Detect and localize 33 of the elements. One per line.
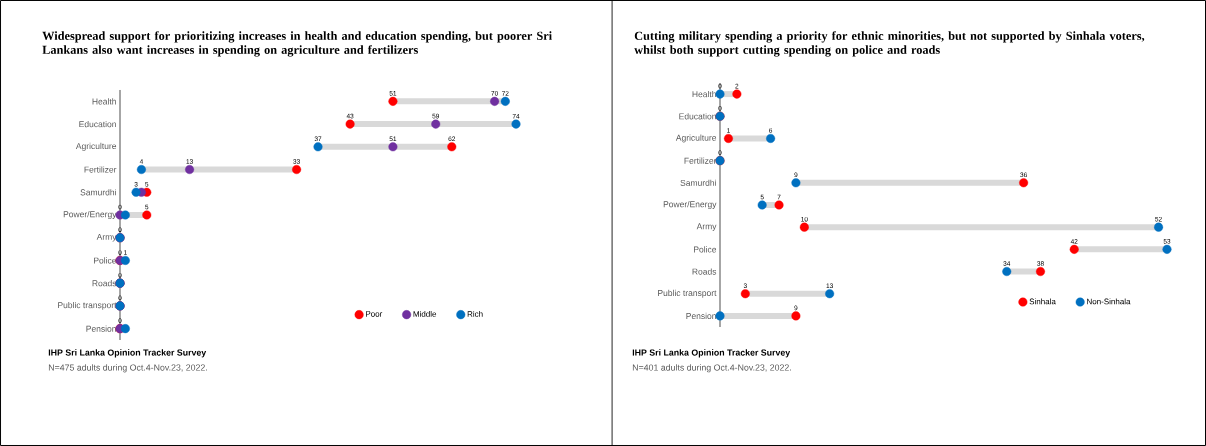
chart-title: Widespread support for prioritizing increases in health and education spending, but poorer Sri Lankans also want increases in spending on agriculture and fertilizers: [42, 31, 552, 57]
y-tick-label: Agriculture: [675, 134, 717, 143]
y-tick-label: Police: [94, 257, 117, 264]
y-tick-label: Samurdhi: [80, 189, 116, 196]
text: N=475 adults during Oct.4-Nov.23, 2022.: [48, 364, 207, 373]
y-tick-label: Pension: [686, 312, 716, 320]
y-tick-label: Power/Energy: [63, 211, 117, 219]
y-tick-label: Army: [696, 223, 717, 231]
y-tick-label: Roads: [692, 268, 717, 275]
y-tick-label: Power/Energy: [663, 201, 717, 209]
y-tick-label: Samurdhi: [680, 179, 716, 186]
y-tick-label: Public transport: [58, 301, 117, 310]
legend-label: Sinhala: [1029, 298, 1056, 305]
text: IHP Sri Lanka Opinion Tracker Survey: [48, 349, 207, 358]
text: IHP Sri Lanka Opinion Tracker Survey: [632, 349, 791, 358]
y-tick-label: Fertilizer: [684, 157, 717, 164]
y-tick-label: Pension: [86, 325, 116, 332]
chart-title: Cutting military spending a priority for ethnic minorities, but not supported by Sinhala voters, whilst both support cutting spending on police and roads: [634, 31, 1145, 57]
legend-label: Rich: [467, 310, 483, 317]
legend-label: Poor: [366, 311, 383, 317]
y-tick-label: Public transport: [658, 289, 717, 298]
text: N=401 adults during Oct.4-Nov.23, 2022.: [632, 364, 791, 373]
legend-label: Non-Sinhala: [1087, 298, 1131, 305]
y-tick-label: Education: [79, 120, 116, 128]
y-tick-label: Agriculture: [75, 142, 117, 151]
y-tick-label: Roads: [92, 280, 117, 287]
legend-label: Middle: [413, 310, 437, 317]
y-tick-label: Health: [692, 90, 716, 98]
y-tick-label: Army: [96, 233, 117, 242]
y-tick-label: Police: [694, 246, 717, 253]
y-tick-label: Education: [679, 113, 716, 120]
y-tick-label: Health: [92, 98, 116, 105]
y-tick-label: Fertilizer: [84, 166, 117, 173]
